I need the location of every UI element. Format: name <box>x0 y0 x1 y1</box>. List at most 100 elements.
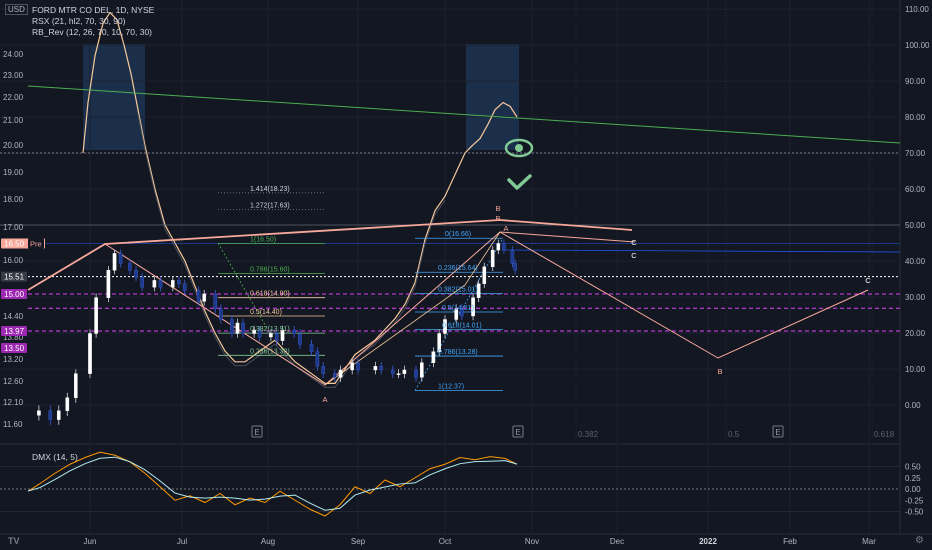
price-axis-label: 12.60 <box>3 377 24 386</box>
price-badge <box>1 326 27 337</box>
candle <box>241 322 245 334</box>
price-badge <box>1 271 27 282</box>
candle <box>128 263 132 271</box>
oscillator-axis-label: 70.00 <box>905 149 926 158</box>
candle <box>202 293 206 302</box>
price-axis-label: 18.00 <box>3 195 24 204</box>
pre-tag-bg <box>28 238 44 249</box>
wave-label: B <box>717 367 722 376</box>
candle <box>373 366 378 371</box>
candle <box>106 270 111 298</box>
fib-extension-label: 1.272(17.63) <box>250 202 290 209</box>
dmx-axis-label: 0.50 <box>905 463 921 472</box>
projection-level-label: 0.618 <box>874 430 895 439</box>
earnings-marker <box>772 425 784 438</box>
oscillator-axis-label: 40.00 <box>905 257 926 266</box>
time-axis-label: 2022 <box>699 537 717 546</box>
dmx-legend[interactable]: DMX (14, 5) <box>32 452 78 462</box>
candle <box>513 263 517 271</box>
candle <box>350 362 354 371</box>
price-axis-label: 16.00 <box>3 256 24 265</box>
candle <box>476 283 481 298</box>
candle <box>252 329 256 334</box>
time-axis-label: Jul <box>177 537 187 546</box>
price-axis-label: 13.20 <box>3 355 24 364</box>
fib-extension-label: 0.5(14.40) <box>250 309 282 316</box>
candle <box>437 333 442 352</box>
price-axis-label: 11.60 <box>3 420 23 429</box>
price-badge-label: 13.97 <box>4 327 25 336</box>
check-icon <box>507 174 532 190</box>
fib-extension-label: 1.414(18.23) <box>250 186 290 193</box>
candle <box>134 270 138 278</box>
fib-retracement-label: 0.236(15.64) <box>438 265 478 272</box>
symbol-legend[interactable]: FORD MTR CO DEL, 1D, NYSE <box>32 5 155 15</box>
wave-label: B <box>495 204 500 213</box>
labels-layer: 1.414(18.23) 1.272(17.63) 1(16.50) 0.786(15… <box>250 138 895 439</box>
earnings-marker-label: E <box>515 428 520 437</box>
candle <box>230 319 234 334</box>
dmx-axis-label: 0.00 <box>905 485 921 494</box>
price-axis-label: 17.00 <box>3 223 24 232</box>
price-axis-label: 24.00 <box>3 50 24 59</box>
price-axis-label: 23.00 <box>3 71 24 80</box>
rb-rev-legend[interactable]: RB_Rev (12, 26, 70, 10, 70, 30) <box>32 27 153 37</box>
candle <box>490 249 495 268</box>
candle <box>170 280 175 288</box>
price-axis-label: 14.40 <box>3 312 24 321</box>
candle <box>274 333 279 341</box>
fib-retracement-label: 0.786(13.28) <box>438 349 478 356</box>
price-axis-label: 12.10 <box>3 398 24 407</box>
fib-retracement-label: 1(12.37) <box>438 384 464 391</box>
time-axis-label: Aug <box>261 537 275 546</box>
wave-projection <box>499 231 869 359</box>
oscillator-axis-label: 60.00 <box>905 185 926 194</box>
eye-icon-pupil <box>515 144 523 152</box>
candle <box>443 319 447 334</box>
candle <box>182 283 187 291</box>
candle <box>309 344 314 352</box>
currency-label[interactable]: USD <box>5 4 28 15</box>
price-axis-label: 13.80 <box>3 333 24 342</box>
time-axis-label: Feb <box>783 537 797 546</box>
candle <box>454 308 459 320</box>
price-badge-label: 15.00 <box>4 290 25 299</box>
dmx-axis-label: -0.25 <box>905 496 924 505</box>
candle <box>219 308 223 320</box>
dmx-axis-label: 0.25 <box>905 474 921 483</box>
drawings-layer[interactable] <box>27 85 901 392</box>
candle <box>396 373 401 375</box>
candle <box>196 290 201 302</box>
candle <box>460 308 464 317</box>
candle <box>431 351 436 363</box>
price-badge <box>1 343 27 353</box>
candle <box>496 243 501 251</box>
settings-gear-icon[interactable]: ⚙ <box>915 535 924 546</box>
rsx-oscillator-layer <box>0 11 900 388</box>
candle <box>112 253 117 271</box>
oscillator-axis-label: 110.00 <box>905 5 929 14</box>
fib-retracement-label: 0.618(14.01) <box>442 323 482 330</box>
dmx-line-slow <box>27 456 518 511</box>
earnings-marker-label: E <box>775 428 780 437</box>
candle <box>298 333 302 345</box>
candle <box>152 280 157 288</box>
candle <box>471 297 475 317</box>
rsx-line <box>82 11 518 384</box>
time-axis-label: Mar <box>862 537 876 546</box>
candle <box>88 333 92 374</box>
oscillator-axis-label: 30.00 <box>905 293 926 302</box>
candle <box>65 397 70 411</box>
fib-retracement-trend <box>414 238 504 391</box>
candle <box>510 249 515 264</box>
candle <box>74 373 78 398</box>
wave-label: B <box>495 214 500 223</box>
candle <box>257 329 262 338</box>
candle <box>315 351 320 367</box>
rsx-legend[interactable]: RSX (21, hl2, 70, 30, 90) <box>32 16 126 26</box>
wave-label: A <box>503 224 508 233</box>
fib-extension-label: 0.236(13.30) <box>250 348 290 355</box>
dmx-pane[interactable]: 0.50 0.25 0.00 -0.25 -0.50 <box>0 451 924 517</box>
fib-extension-label: 0.618(14.90) <box>250 291 290 298</box>
